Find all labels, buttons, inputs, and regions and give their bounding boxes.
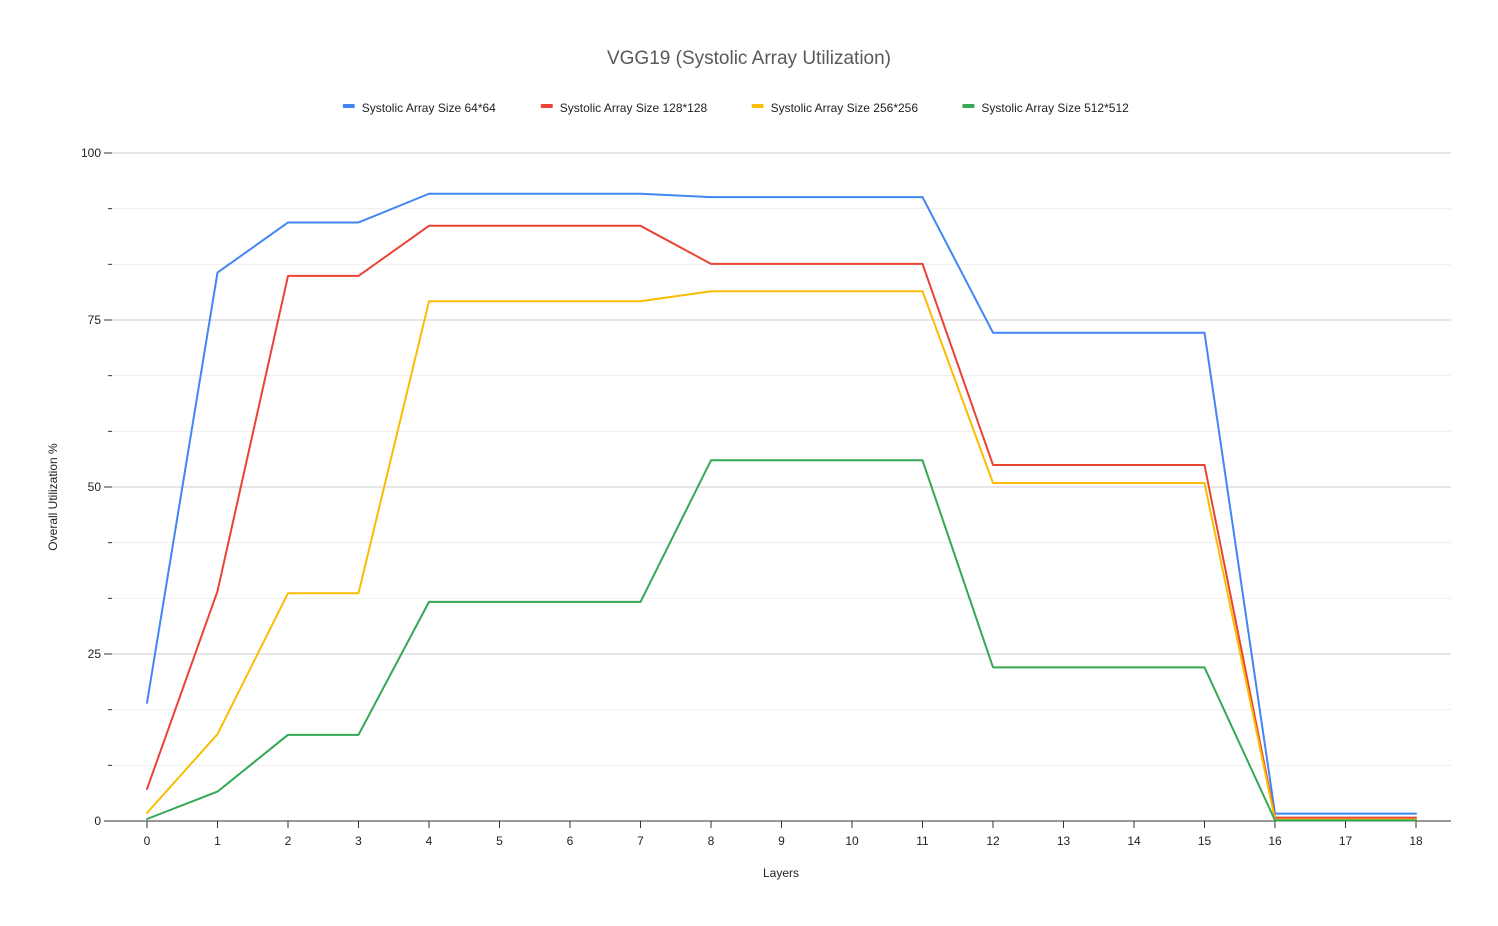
legend-swatch [751,104,764,108]
x-tick-label: 0 [144,834,151,848]
x-tick-label: 5 [496,834,503,848]
x-tick-label: 3 [355,834,362,848]
legend-swatch [342,104,355,108]
x-tick-label: 10 [845,834,859,848]
chart-title: VGG19 (Systolic Array Utilization) [607,48,891,69]
legend-item-1: Systolic Array Size 64*64 [342,101,496,115]
x-tick-label: 1 [214,834,221,848]
x-axis-label: Layers [763,866,799,880]
legend-item-3: Systolic Array Size 256*256 [751,101,919,115]
x-tick-label: 7 [637,834,644,848]
y-axis: 0 25 50 75 100 [81,146,112,828]
legend-swatch [540,104,553,108]
series-line-4 [146,459,1417,822]
series-line-2 [146,224,1417,819]
y-tick-label: 0 [94,814,101,828]
y-tick-label: 75 [88,313,102,327]
x-tick-label: 2 [285,834,292,848]
series-group [146,192,1417,822]
y-axis-label: Overall Utilization % [46,443,60,551]
series-line-3 [146,290,1417,821]
legend-label: Systolic Array Size 128*128 [560,101,708,115]
x-tick-label: 14 [1127,834,1141,848]
y-tick-label: 25 [88,647,102,661]
x-tick-label: 12 [986,834,1000,848]
x-tick-label: 18 [1409,834,1423,848]
legend-label: Systolic Array Size 256*256 [771,101,919,115]
x-tick-label: 9 [778,834,785,848]
legend-item-2: Systolic Array Size 128*128 [540,101,708,115]
x-tick-label: 4 [426,834,433,848]
x-tick-label: 11 [916,834,929,848]
grid [112,152,1451,766]
y-tick-label: 50 [88,480,102,494]
series-line-1 [146,192,1417,815]
legend: Systolic Array Size 64*64 Systolic Array … [342,101,1129,115]
x-tick-label: 13 [1057,834,1071,848]
x-tick-label: 6 [567,834,574,848]
legend-label: Systolic Array Size 64*64 [362,101,496,115]
legend-label: Systolic Array Size 512*512 [981,101,1129,115]
x-tick-label: 16 [1268,834,1282,848]
x-axis: 0 1 2 3 4 5 6 7 8 9 10 11 12 13 14 15 16 17 18 [112,820,1451,848]
x-tick-label: 17 [1339,834,1353,848]
legend-item-4: Systolic Array Size 512*512 [962,101,1129,115]
legend-swatch [962,104,975,108]
x-tick-label: 8 [708,834,715,848]
y-tick-label: 100 [81,146,101,160]
x-tick-label: 15 [1198,834,1212,848]
